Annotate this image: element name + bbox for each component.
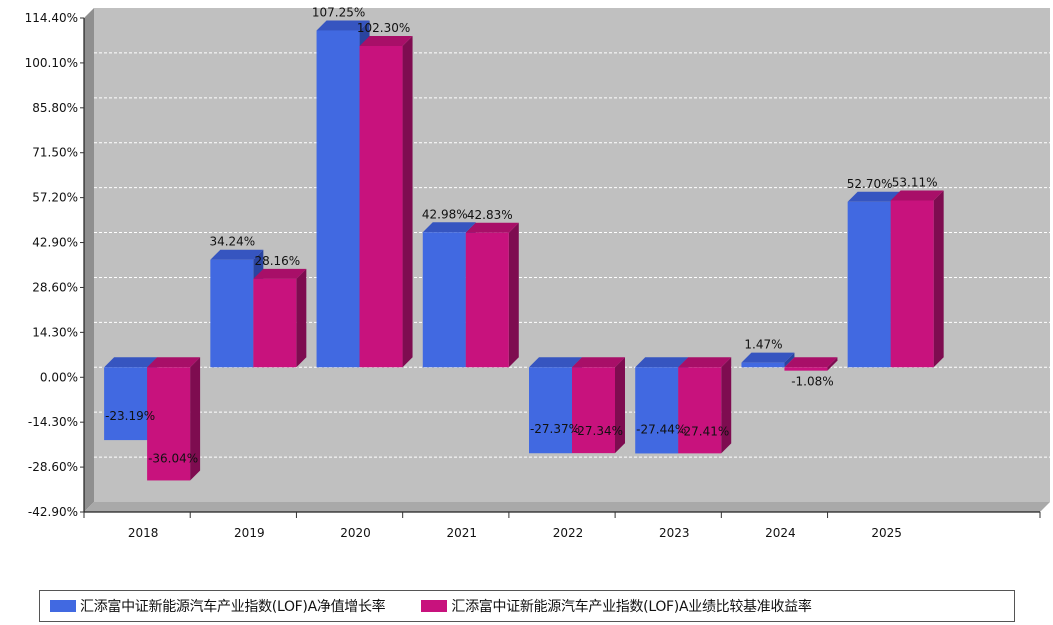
bar-front — [359, 46, 403, 368]
legend-swatch-benchmark-return — [421, 600, 448, 612]
data-label-nav-growth: 1.47% — [744, 338, 782, 352]
bar-front — [422, 232, 466, 368]
bar-front — [572, 367, 615, 454]
y-tick-label: 100.10% — [25, 56, 78, 70]
bar-top — [572, 357, 625, 368]
y-tick-label: 42.90% — [32, 236, 78, 250]
bar-side — [508, 222, 519, 368]
bar-top — [253, 268, 307, 279]
x-tick-label: 2021 — [447, 526, 478, 540]
plot-floor — [84, 502, 1050, 512]
x-tick-label: 2020 — [340, 526, 371, 540]
data-label-nav-growth: 107.25% — [312, 5, 365, 19]
x-tick-label: 2018 — [128, 526, 159, 540]
bar-side — [615, 357, 625, 454]
bar-benchmark-return — [784, 357, 838, 371]
bar-front — [741, 362, 785, 368]
bar-front — [104, 367, 148, 441]
bar-top — [847, 191, 901, 202]
y-tick-label: 57.20% — [32, 191, 78, 205]
data-label-benchmark-return: 102.30% — [357, 21, 410, 35]
bar-front — [784, 367, 828, 371]
plot-side-wall — [84, 8, 94, 512]
bar-side — [933, 190, 944, 368]
y-tick-label: 85.80% — [32, 101, 78, 115]
data-label-nav-growth: -27.44% — [636, 422, 686, 436]
bar-front — [678, 367, 722, 454]
x-tick-label: 2023 — [659, 526, 690, 540]
x-tick-label: 2024 — [765, 526, 796, 540]
bar-benchmark-return — [572, 357, 625, 454]
bar-top — [210, 249, 264, 260]
legend-swatch-nav-growth — [50, 600, 76, 612]
bar-benchmark-return — [678, 357, 732, 454]
bar-top — [104, 357, 158, 368]
y-tick-label: -14.30% — [28, 415, 78, 429]
bar-side — [721, 357, 732, 454]
bar-top — [741, 352, 795, 363]
bar-nav-growth — [741, 352, 795, 368]
bar-front — [147, 367, 191, 481]
bar-front — [847, 201, 891, 368]
bar-top — [147, 357, 201, 368]
bar-benchmark-return — [359, 36, 413, 368]
data-label-benchmark-return: -1.08% — [791, 374, 833, 388]
data-label-nav-growth: -27.37% — [530, 422, 580, 436]
bar-top — [359, 36, 413, 46]
data-label-benchmark-return: 42.83% — [467, 208, 513, 222]
bar-side — [784, 352, 795, 368]
bar-top — [635, 357, 689, 368]
bar-benchmark-return — [147, 357, 201, 481]
bar-top — [316, 20, 370, 31]
y-tick-label: 28.60% — [32, 280, 78, 294]
bar-side — [296, 268, 307, 368]
data-label-benchmark-return: -27.41% — [679, 424, 729, 438]
bar-top — [678, 357, 732, 368]
bar-chart: 114.40% 100.10% 85.80% 71.50% 57.20% 42.90% 28… — [25, 5, 1050, 540]
y-tick-label: 14.30% — [32, 325, 78, 339]
y-tick-label: 0.00% — [40, 370, 78, 384]
data-label-nav-growth: 42.98% — [422, 207, 468, 221]
y-tick-label: 114.40% — [25, 11, 78, 25]
bar-front — [253, 278, 297, 368]
y-tick-label: 71.50% — [32, 146, 78, 160]
legend-item-benchmark-return: 汇添富中证新能源汽车产业指数(LOF)A业绩比较基准收益率 — [421, 596, 812, 616]
bar-side — [827, 357, 838, 371]
x-tick-label: 2025 — [871, 526, 902, 540]
bar-top — [422, 222, 476, 233]
legend-item-nav-growth: 汇添富中证新能源汽车产业指数(LOF)A净值增长率 — [50, 596, 386, 616]
bar-top — [529, 357, 582, 368]
bar-front — [210, 259, 254, 368]
bar-front — [890, 200, 934, 368]
data-label-benchmark-return: -27.34% — [573, 424, 623, 438]
bar-top — [784, 357, 838, 368]
x-tick-label: 2022 — [553, 526, 584, 540]
legend-label-benchmark-return: 汇添富中证新能源汽车产业指数(LOF)A业绩比较基准收益率 — [451, 599, 812, 615]
data-label-nav-growth: -23.19% — [105, 409, 155, 423]
legend-label-nav-growth: 汇添富中证新能源汽车产业指数(LOF)A净值增长率 — [80, 599, 386, 615]
bar-front — [465, 232, 509, 368]
bar-benchmark-return — [253, 268, 307, 368]
data-label-benchmark-return: 28.16% — [254, 254, 300, 268]
bar-benchmark-return — [465, 222, 519, 368]
bar-side — [402, 36, 413, 368]
bar-benchmark-return — [890, 190, 944, 368]
bar-side — [190, 357, 201, 481]
data-label-nav-growth: 52.70% — [847, 177, 893, 191]
data-label-nav-growth: 34.24% — [209, 235, 255, 249]
bar-front — [316, 30, 360, 368]
x-tick-label: 2019 — [234, 526, 265, 540]
bar-front — [529, 367, 572, 454]
bar-top — [465, 222, 519, 233]
y-tick-label: -28.60% — [28, 460, 78, 474]
bar-front — [635, 367, 679, 454]
chart-legend: 汇添富中证新能源汽车产业指数(LOF)A净值增长率 汇添富中证新能源汽车产业指数… — [39, 590, 1015, 622]
data-label-benchmark-return: 53.11% — [892, 175, 938, 189]
data-label-benchmark-return: -36.04% — [148, 451, 198, 465]
y-tick-label: -42.90% — [28, 505, 78, 519]
bar-top — [890, 190, 944, 201]
